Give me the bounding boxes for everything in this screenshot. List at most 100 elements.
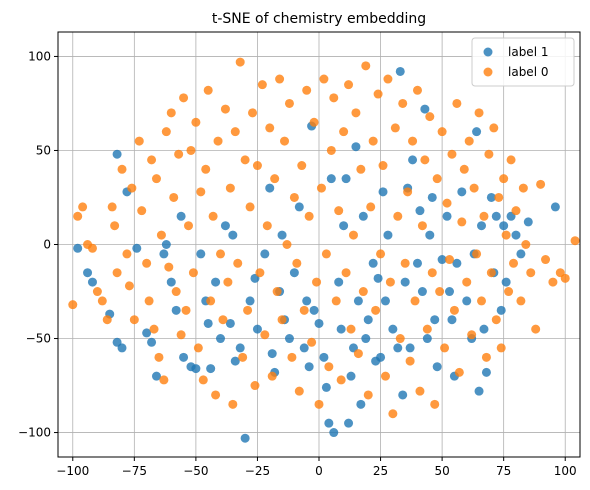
data-point [541, 255, 551, 265]
data-point [147, 337, 157, 347]
data-point [230, 356, 240, 366]
data-point [494, 192, 504, 202]
data-point [447, 149, 457, 159]
data-point [425, 112, 435, 122]
data-point [469, 183, 479, 193]
data-point [368, 258, 378, 268]
data-point [353, 349, 363, 359]
data-point [356, 164, 366, 174]
data-point [73, 243, 83, 253]
data-point [486, 192, 496, 202]
data-point [292, 258, 302, 268]
data-point [287, 352, 297, 362]
data-point [304, 211, 314, 221]
data-point [477, 221, 487, 231]
data-point [238, 352, 248, 362]
data-point [233, 258, 243, 268]
data-point [486, 268, 496, 278]
data-point [228, 230, 238, 240]
data-point [427, 268, 437, 278]
data-point [129, 315, 139, 325]
data-point [220, 104, 230, 114]
data-point [415, 206, 425, 216]
data-point [252, 161, 262, 171]
data-point [309, 305, 319, 315]
data-point [371, 305, 381, 315]
data-point [176, 330, 186, 340]
data-point [496, 343, 506, 353]
data-point [302, 296, 312, 306]
data-point [484, 149, 494, 159]
data-point [422, 324, 432, 334]
data-point [68, 300, 78, 310]
data-point [159, 249, 169, 259]
data-point [203, 318, 213, 328]
data-point [127, 183, 137, 193]
y-tick-label: 100 [28, 49, 51, 63]
data-point [376, 249, 386, 259]
data-point [395, 66, 405, 76]
data-point [312, 277, 322, 287]
data-point [117, 164, 127, 174]
data-point [166, 108, 176, 118]
data-point [516, 249, 526, 259]
data-point [191, 364, 201, 374]
data-point [151, 371, 161, 381]
data-point [548, 277, 558, 287]
data-point [294, 202, 304, 212]
data-point [87, 243, 97, 253]
data-point [412, 258, 422, 268]
x-tick-label: 75 [496, 464, 511, 478]
data-point [351, 108, 361, 118]
data-point [321, 382, 331, 392]
data-point [188, 268, 198, 278]
data-point [420, 104, 430, 114]
data-point [112, 268, 122, 278]
data-point [220, 221, 230, 231]
data-point [511, 230, 521, 240]
data-point [518, 183, 528, 193]
data-point [457, 187, 467, 197]
y-axis-ticks: −100 −50 0 50 100 [18, 49, 58, 440]
data-point [206, 364, 216, 374]
data-point [107, 202, 117, 212]
data-point [225, 183, 235, 193]
data-point [442, 211, 452, 221]
data-point [358, 211, 368, 221]
data-point [326, 145, 336, 155]
data-point [477, 296, 487, 306]
data-point [536, 179, 546, 189]
data-point [280, 136, 290, 146]
data-point [405, 356, 415, 366]
data-point [334, 277, 344, 287]
data-point [110, 221, 120, 231]
data-point [184, 221, 193, 231]
data-point [289, 192, 299, 202]
data-point [405, 343, 415, 353]
data-point [462, 277, 472, 287]
data-point [228, 399, 238, 409]
data-point [235, 57, 245, 67]
x-tick-label: 100 [554, 464, 577, 478]
data-point [216, 249, 226, 259]
legend: label 1 label 0 [471, 37, 575, 87]
data-point [309, 117, 319, 127]
data-point [358, 287, 368, 297]
data-point [191, 117, 201, 127]
data-point [171, 305, 181, 315]
data-point [97, 296, 107, 306]
data-point [277, 315, 287, 325]
data-point [560, 273, 570, 283]
data-point [403, 187, 413, 197]
data-point [186, 145, 196, 155]
data-point [265, 183, 275, 193]
data-point [284, 98, 294, 108]
data-point [174, 149, 184, 159]
data-point [302, 85, 312, 95]
x-tick-label: −75 [122, 464, 147, 478]
data-point [223, 277, 233, 287]
data-point [260, 330, 270, 340]
data-point [376, 352, 386, 362]
data-point [83, 268, 93, 278]
